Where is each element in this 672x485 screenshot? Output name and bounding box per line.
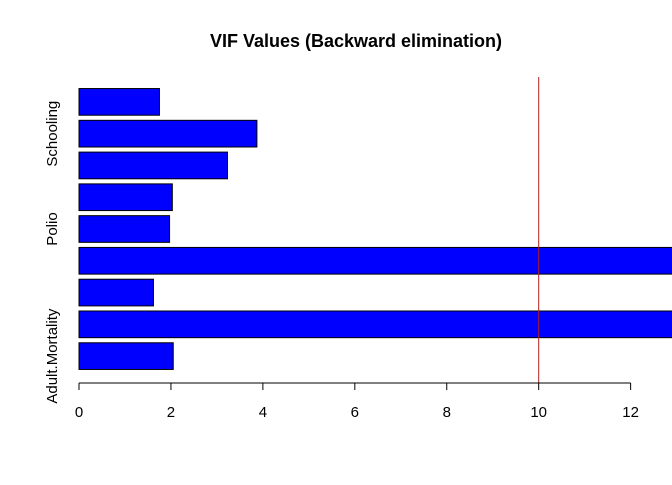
y-axis-labels: Adult.Mortality Polio Schooling xyxy=(44,101,61,404)
category-label-7: Schooling xyxy=(44,101,61,167)
bar-2 xyxy=(78,278,154,307)
bar-6 xyxy=(78,151,228,180)
x-tick-label-1: 2 xyxy=(167,404,175,421)
chart-title: VIF Values (Backward elimination) xyxy=(210,31,502,51)
bar-3 xyxy=(78,246,672,275)
bar-5 xyxy=(78,183,173,212)
bar-7 xyxy=(78,119,258,148)
bar-8 xyxy=(78,88,160,116)
x-tick-label-5: 10 xyxy=(530,404,547,421)
x-axis: 0 2 4 6 8 10 12 xyxy=(75,382,639,421)
bar-0 xyxy=(78,342,174,370)
x-tick-label-3: 6 xyxy=(351,404,359,421)
bars-layer xyxy=(78,88,672,370)
category-label-4: Polio xyxy=(44,212,61,245)
x-tick-label-4: 8 xyxy=(443,404,451,421)
bar-4 xyxy=(78,215,171,243)
category-label-0: Adult.Mortality xyxy=(44,308,61,404)
x-tick-label-0: 0 xyxy=(75,404,83,421)
x-tick-label-2: 4 xyxy=(259,404,267,421)
bar-1 xyxy=(78,310,672,339)
x-tick-label-6: 12 xyxy=(622,404,639,421)
